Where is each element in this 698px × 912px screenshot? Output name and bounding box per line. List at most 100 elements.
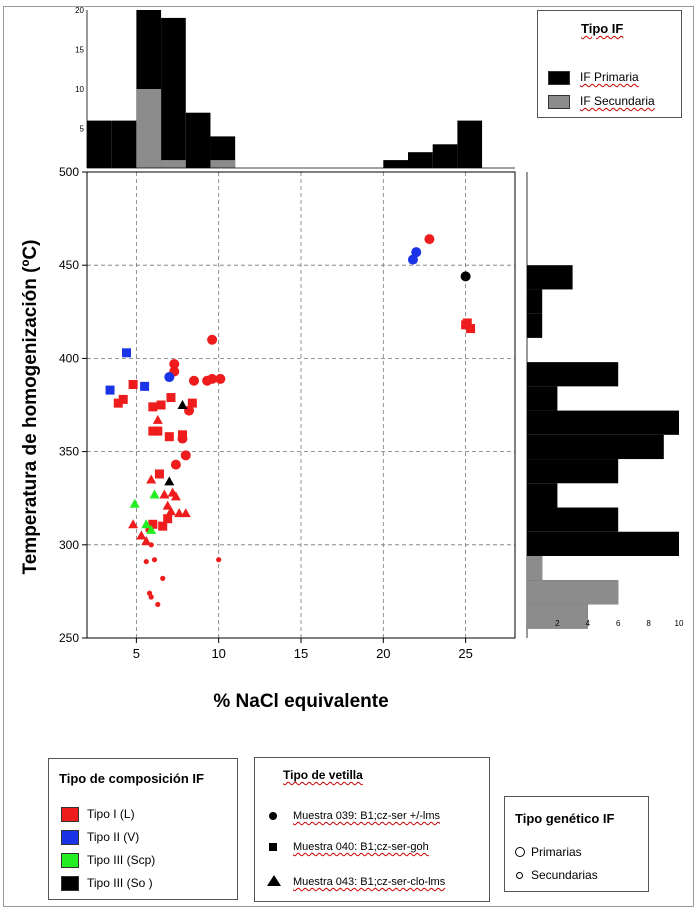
point-s1-3	[164, 372, 175, 383]
legend-swatch-primaria	[548, 71, 570, 85]
point-s1-4	[411, 247, 422, 258]
side-hist-bar-s0-14	[527, 265, 573, 290]
y-tick-label-1: 300	[59, 538, 79, 552]
point-s0-3	[189, 375, 199, 386]
side-hist-tick-label-3: 8	[646, 619, 651, 628]
y-tick-label-0: 250	[59, 631, 79, 645]
legend-swatch-secundaria	[548, 95, 570, 109]
point-s0-44	[128, 519, 139, 529]
top-hist-tick-label-2: 15	[75, 46, 84, 55]
side-hist-bar-s1-0	[527, 604, 588, 629]
side-hist-bar-s0-3	[527, 531, 679, 556]
legend-label-tipo-ii: Tipo II (V)	[87, 830, 140, 844]
point-s2-2	[141, 519, 152, 529]
side-hist-bar-s0-13	[527, 289, 543, 314]
legend-label-tipo-iii-scp: Tipo III (Scp)	[87, 853, 156, 867]
legend-label-primarias: Primarias	[531, 845, 582, 859]
legend-label-tipo-iii-so: Tipo III (So )	[87, 876, 153, 890]
legend-composicion: Tipo de composición IF Tipo I (L) Tipo I…	[48, 758, 238, 900]
point-s0-40	[146, 474, 157, 484]
point-s0-25	[156, 400, 166, 410]
point-s0-6	[215, 373, 226, 384]
point-s0-47	[174, 508, 185, 518]
legend-composicion-title: Tipo de composición IF	[59, 771, 204, 786]
side-hist-bar-s0-8	[527, 410, 679, 435]
top-hist-bar-s0-0	[87, 120, 112, 168]
side-hist-bar-s1-1	[527, 580, 619, 605]
legend-swatch-tipo-ii	[61, 830, 79, 845]
point-s2-0	[129, 498, 140, 508]
legend-marker-open-circle-large	[515, 847, 525, 857]
side-hist-tick-label-4: 10	[675, 619, 684, 628]
x-tick-label-0: 5	[133, 646, 140, 661]
legend-marker-triangle	[267, 875, 281, 886]
legend-label-primaria: IF Primaria	[580, 70, 639, 84]
legend-label-muestra-043: Muestra 043: B1;cz-ser-clo-lms	[293, 876, 446, 888]
point-s0-29	[153, 426, 163, 436]
point-s0-30	[164, 432, 174, 442]
point-s0-39	[152, 414, 163, 424]
point-s0-32	[154, 469, 164, 479]
top-hist-tick-label-0: 5	[80, 125, 85, 134]
x-tick-label-2: 15	[294, 646, 308, 661]
point-s0-11	[424, 234, 435, 245]
side-hist-bar-s0-9	[527, 386, 558, 411]
point-s1-2	[140, 381, 150, 391]
point-s0-18	[148, 594, 154, 600]
side-hist-bar-s0-12	[527, 313, 543, 338]
point-s0-23	[128, 379, 138, 389]
x-tick-label-1: 10	[211, 646, 225, 661]
point-s0-49	[162, 500, 173, 510]
side-hist-bar-s0-10	[527, 362, 619, 387]
point-s0-46	[165, 506, 176, 516]
top-hist-bar-s0-4	[185, 112, 211, 168]
side-hist-tick-label-2: 6	[616, 619, 621, 628]
point-s3-1	[177, 400, 188, 409]
y-tick-label-3: 400	[59, 351, 79, 365]
legend-label-tipo-i: Tipo I (L)	[87, 807, 135, 821]
point-s0-41	[159, 489, 170, 499]
legend-swatch-tipo-iii-so	[61, 876, 79, 891]
point-s0-10	[170, 459, 181, 470]
point-s0-31	[177, 430, 187, 440]
point-s0-27	[187, 398, 197, 408]
point-s0-9	[180, 450, 191, 461]
point-s0-0	[169, 358, 180, 369]
point-s0-37	[462, 318, 472, 328]
point-s0-34	[158, 521, 168, 531]
point-s0-21	[113, 398, 123, 408]
legend-label-secundaria: IF Secundaria	[580, 94, 655, 108]
point-s3-0	[460, 271, 471, 282]
point-s0-22	[118, 394, 128, 404]
point-s0-19	[155, 601, 161, 608]
side-hist-bar-s0-4	[527, 507, 619, 532]
side-hist-tick-label-0: 2	[555, 619, 560, 628]
point-s0-20	[216, 557, 222, 563]
figure-border	[3, 6, 694, 907]
point-s1-5	[407, 254, 418, 265]
legend-tipo-if-title: Tipo IF	[581, 21, 624, 36]
legend-marker-circle	[269, 812, 277, 820]
legend-genetico-title: Tipo genético IF	[515, 811, 615, 826]
y-tick-label-2: 350	[59, 445, 79, 459]
legend-label-muestra-040: Muestra 040: B1;cz-ser-goh	[293, 841, 429, 853]
point-s0-14	[143, 558, 149, 565]
legend-label-secundarias: Secundarias	[531, 868, 598, 882]
x-tick-label-3: 20	[376, 646, 390, 661]
point-s0-50	[141, 536, 152, 546]
top-hist-tick-label-1: 10	[75, 85, 84, 94]
point-s0-43	[170, 491, 181, 501]
side-hist-bar-s1-2	[527, 555, 543, 581]
point-s1-0	[122, 348, 132, 358]
top-hist-bar-s1-2	[136, 89, 162, 168]
legend-vetilla: Tipo de vetilla Muestra 039: B1;cz-ser +…	[254, 757, 490, 902]
legend-swatch-tipo-i	[61, 807, 79, 822]
legend-marker-open-circle-small	[516, 872, 523, 879]
top-hist-bar-s0-14	[432, 144, 458, 168]
point-s0-2	[207, 334, 218, 345]
top-hist-bar-s0-1	[111, 120, 137, 168]
top-hist-bar-s0-15	[457, 120, 483, 168]
top-hist-bar-s1-5	[210, 160, 236, 168]
